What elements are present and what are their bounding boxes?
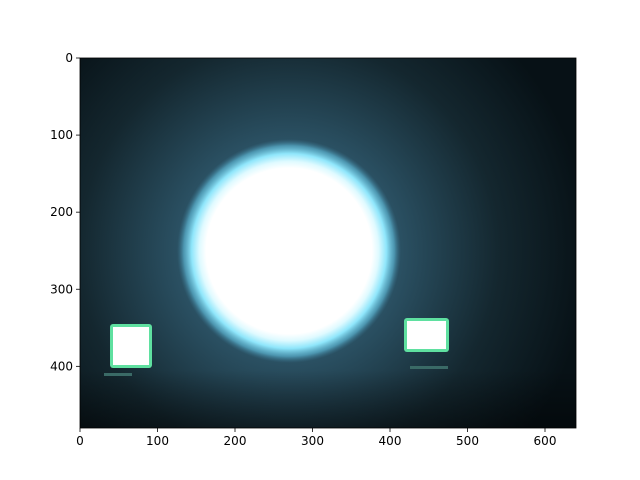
axes-frame [79,57,577,429]
y-tick-label: 400 [50,359,73,373]
y-tick-label: 100 [50,128,73,142]
x-tick-label: 0 [76,434,84,448]
x-tick-label: 400 [379,434,402,448]
x-tick-label: 200 [224,434,247,448]
y-tick-label: 300 [50,282,73,296]
x-tick-label: 100 [146,434,169,448]
y-tick-label: 200 [50,205,73,219]
x-tick-label: 600 [534,434,557,448]
x-tick-label: 300 [301,434,324,448]
image [80,58,576,428]
x-tick-label: 500 [456,434,479,448]
y-tick-label: 0 [65,51,73,65]
